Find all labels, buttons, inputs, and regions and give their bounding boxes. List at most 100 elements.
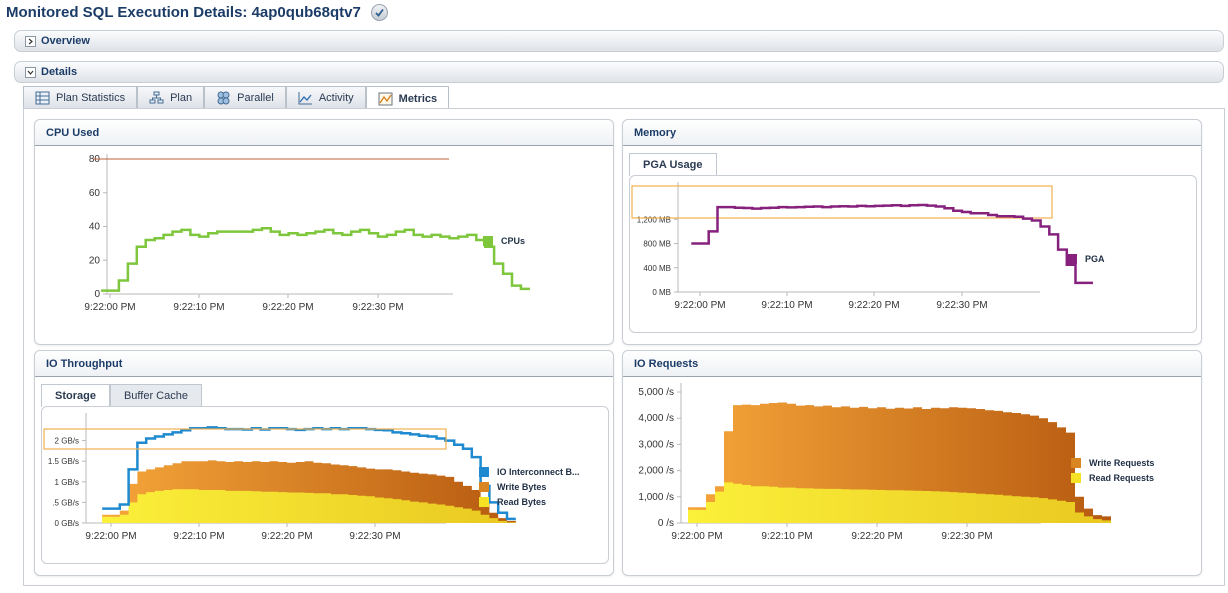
y-tick-label: 40	[89, 222, 101, 233]
memory-subtabs: PGA Usage	[629, 153, 717, 176]
tab-label: Plan Statistics	[56, 92, 126, 104]
y-tick-label: 4,000 /s	[638, 413, 674, 424]
y-tick-label: .5 GB/s	[52, 498, 79, 507]
tab-buffer-cache[interactable]: Buffer Cache	[109, 384, 202, 406]
legend-swatch	[479, 497, 489, 507]
legend-swatch	[483, 236, 493, 246]
memory-panel: Memory PGA Usage 0 MB 400 MB 800 MB 1,200 M…	[622, 119, 1202, 345]
legend-label: IO Interconnect B...	[497, 467, 580, 477]
x-tick-label: 9:22:20 PM	[261, 531, 312, 542]
memory-title: Memory	[623, 120, 1201, 146]
details-label: Details	[41, 66, 78, 78]
legend-item-read-requests: Read Requests	[1071, 473, 1154, 483]
x-tick-label: 9:22:10 PM	[173, 531, 224, 542]
metrics-chart-icon	[378, 92, 393, 105]
y-tick-label: 2,000 /s	[638, 466, 674, 477]
cpu-series-line	[101, 226, 530, 292]
y-tick-label: 5,000 /s	[638, 387, 674, 398]
legend-swatch	[1071, 473, 1081, 483]
x-tick-label: 9:22:00 PM	[85, 531, 136, 542]
tab-metrics[interactable]: Metrics	[365, 86, 450, 110]
y-tick-label: 1,200 MB	[637, 215, 671, 224]
details-tab-bar: Plan Statistics Plan Parallel Activity M…	[23, 86, 450, 110]
y-tick-label: 0	[94, 289, 100, 300]
io-throughput-title: IO Throughput	[35, 351, 613, 377]
tab-plan[interactable]: Plan	[137, 86, 205, 109]
table-icon	[35, 91, 50, 105]
tab-parallel[interactable]: Parallel	[204, 86, 286, 109]
legend-item-cpus: CPUs	[483, 236, 525, 246]
legend-label: Read Bytes	[497, 497, 547, 507]
x-tick-label: 9:22:00 PM	[674, 300, 725, 311]
legend-label: Write Bytes	[497, 482, 547, 492]
io-throughput-subtabs: Storage Buffer Cache	[41, 384, 202, 407]
io-requests-chart: 0 /s 1,000 /s 2,000 /s 3,000 /s 4,000 /s 5,00…	[638, 383, 1111, 542]
y-tick-label: 1.5 GB/s	[48, 457, 79, 466]
io-throughput-legend: IO Interconnect B... Write Bytes Read By…	[479, 467, 580, 507]
x-tick-label: 9:22:00 PM	[671, 531, 722, 542]
tab-activity[interactable]: Activity	[285, 86, 366, 109]
x-tick-label: 9:22:30 PM	[352, 302, 403, 313]
y-tick-label: 1 GB/s	[55, 478, 79, 487]
x-tick-label: 9:22:20 PM	[848, 300, 899, 311]
legend-swatch	[479, 467, 489, 477]
io-requests-panel: IO Requests 0 /s 1,000 /s 2,000 /s 3,000 /s…	[622, 350, 1202, 576]
tab-label: Metrics	[398, 92, 438, 105]
page-title: Monitored SQL Execution Details: 4ap0qub…	[6, 3, 361, 21]
io-highlight-box	[43, 428, 447, 450]
x-tick-label: 9:22:30 PM	[936, 300, 987, 311]
legend-item-io-interconnect: IO Interconnect B...	[479, 467, 580, 477]
parallel-icon	[217, 91, 230, 105]
cpu-used-title: CPU Used	[35, 120, 613, 146]
status-complete-icon	[370, 3, 388, 21]
y-tick-label: 0 /s	[658, 518, 674, 529]
y-tick-label: 60	[89, 188, 101, 199]
overview-section-header[interactable]: Overview	[14, 30, 1224, 52]
y-tick-label: 20	[89, 255, 101, 266]
tab-label: Plan	[170, 92, 193, 104]
tab-storage[interactable]: Storage	[41, 384, 110, 407]
legend-swatch	[1071, 458, 1081, 468]
legend-label: CPUs	[501, 236, 526, 246]
io-throughput-chart-frame: 0 GB/s .5 GB/s 1 GB/s 1.5 GB/s 2 GB/s 9:22:00…	[41, 406, 609, 564]
pga-chart-frame: 0 MB 400 MB 800 MB 1,200 MB 9:22:00 PM 9:22:1…	[629, 175, 1197, 333]
y-tick-label: 400 MB	[643, 264, 671, 273]
legend-label: PGA	[1085, 254, 1105, 264]
io-throughput-chart: 0 GB/s .5 GB/s 1 GB/s 1.5 GB/s 2 GB/s 9:22:00…	[43, 413, 516, 542]
y-tick-label: 0 MB	[652, 288, 671, 297]
chevron-down-icon[interactable]	[25, 66, 36, 78]
io-throughput-panel: IO Throughput Storage Buffer Cache 0 GB/…	[34, 350, 614, 576]
pga-usage-chart: 0 MB 400 MB 800 MB 1,200 MB 9:22:00 PM 9:22:1…	[631, 182, 1093, 311]
x-tick-label: 9:22:20 PM	[262, 302, 313, 313]
legend-swatch	[1067, 254, 1077, 264]
legend-swatch	[479, 482, 489, 492]
tab-label: Parallel	[237, 92, 274, 104]
tab-plan-statistics[interactable]: Plan Statistics	[23, 86, 138, 109]
y-tick-label: 800 MB	[643, 240, 671, 249]
x-tick-label: 9:22:10 PM	[761, 300, 812, 311]
legend-item-write-bytes: Write Bytes	[479, 482, 580, 492]
y-tick-label: 1,000 /s	[638, 492, 674, 503]
overview-label: Overview	[41, 35, 90, 47]
cpu-used-panel: CPU Used 0 20 40 60 80 9:22:00 PM 9:22:10 PM 9:…	[34, 119, 614, 345]
page-header: Monitored SQL Execution Details: 4ap0qub…	[6, 2, 388, 22]
chevron-right-icon[interactable]	[25, 35, 36, 47]
details-section-header[interactable]: Details	[14, 61, 1224, 83]
tab-pga-usage[interactable]: PGA Usage	[629, 153, 717, 176]
legend-item-pga: PGA	[1067, 254, 1105, 264]
x-tick-label: 9:22:20 PM	[851, 531, 902, 542]
activity-chart-icon	[298, 92, 312, 105]
x-tick-label: 9:22:00 PM	[84, 302, 135, 313]
legend-item-read-bytes: Read Bytes	[479, 497, 580, 507]
x-tick-label: 9:22:10 PM	[173, 302, 224, 313]
read-requests-area	[688, 482, 1111, 523]
x-tick-label: 9:22:30 PM	[941, 531, 992, 542]
io-requests-legend: Write Requests Read Requests	[1071, 458, 1154, 483]
pga-legend: PGA	[1067, 254, 1105, 264]
io-requests-title: IO Requests	[623, 351, 1201, 377]
legend-label: Read Requests	[1089, 473, 1155, 483]
read-bytes-area	[102, 489, 516, 523]
pga-highlight-box	[631, 185, 1053, 219]
